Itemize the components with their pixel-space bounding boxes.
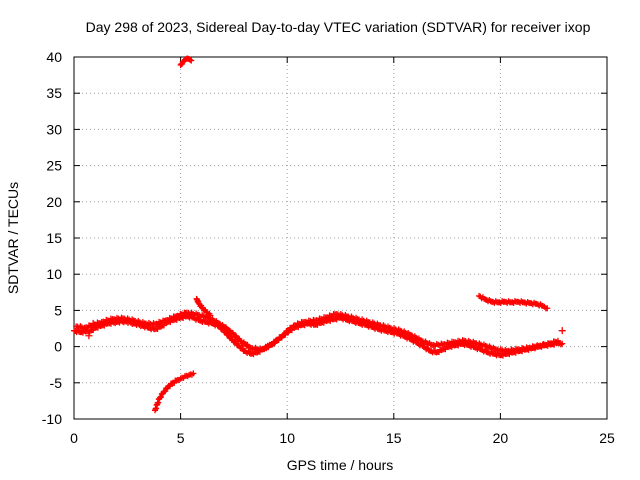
y-tick-label: 0 <box>54 339 62 355</box>
data-point <box>85 332 93 340</box>
data-points <box>71 55 566 414</box>
x-tick-label: 15 <box>386 430 402 446</box>
data-point <box>190 370 197 377</box>
y-tick-label: 15 <box>46 230 62 246</box>
y-tick-label: -10 <box>42 411 62 427</box>
y-tick-label: 35 <box>46 85 62 101</box>
data-point <box>187 56 194 63</box>
plot-frame <box>73 56 608 420</box>
data-point <box>89 319 97 327</box>
x-axis-label: GPS time / hours <box>287 457 394 473</box>
data-point <box>558 327 566 335</box>
y-tick-label: 20 <box>46 194 62 210</box>
series-upper-band <box>73 309 561 355</box>
data-point <box>198 304 205 311</box>
y-tick-label: 5 <box>54 302 62 318</box>
y-tick-label: 25 <box>46 158 62 174</box>
data-point <box>417 337 424 344</box>
data-point <box>157 394 164 401</box>
series-arc-5.8 <box>193 295 214 319</box>
x-axis-ticks: 0 5 10 15 20 25 <box>70 57 615 446</box>
series-arc-19 <box>476 292 551 312</box>
grid-lines <box>74 57 607 419</box>
x-tick-label: 25 <box>599 430 615 446</box>
data-point <box>559 340 566 347</box>
series-arc-top <box>177 55 195 68</box>
data-point <box>188 371 195 378</box>
data-point <box>544 305 551 312</box>
data-point <box>188 57 195 64</box>
series-arc-bottom <box>152 370 197 414</box>
x-tick-label: 0 <box>70 430 78 446</box>
chart-title: Day 298 of 2023, Sidereal Day-to-day VTE… <box>86 19 591 35</box>
y-axis-label: SDTVAR / TECUs <box>5 182 21 294</box>
data-point <box>554 337 561 344</box>
x-tick-label: 5 <box>177 430 185 446</box>
y-tick-label: -5 <box>50 375 63 391</box>
y-axis-ticks: -10 -5 0 5 10 15 20 25 30 35 40 <box>42 49 607 427</box>
y-tick-label: 10 <box>46 266 62 282</box>
y-tick-label: 30 <box>46 121 62 137</box>
x-tick-label: 10 <box>279 430 295 446</box>
series-outliers <box>85 319 566 340</box>
x-tick-label: 20 <box>493 430 509 446</box>
y-tick-label: 40 <box>46 49 62 65</box>
data-point <box>207 312 214 319</box>
